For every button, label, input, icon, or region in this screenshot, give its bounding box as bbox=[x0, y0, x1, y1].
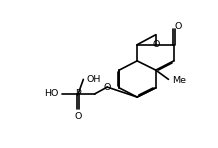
Text: Me: Me bbox=[172, 76, 186, 85]
Text: O: O bbox=[174, 22, 182, 31]
Text: P: P bbox=[75, 90, 81, 98]
Text: O: O bbox=[104, 83, 111, 92]
Text: O: O bbox=[74, 112, 82, 122]
Text: O: O bbox=[152, 40, 160, 49]
Text: HO: HO bbox=[44, 90, 59, 98]
Text: OH: OH bbox=[86, 75, 101, 84]
